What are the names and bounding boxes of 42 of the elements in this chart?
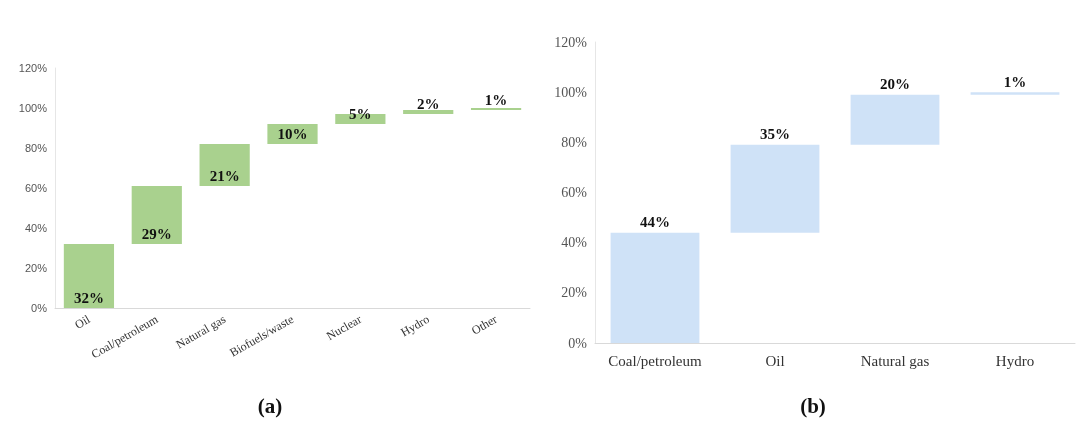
- y-tick-label: 120%: [554, 34, 588, 50]
- data-label: 29%: [141, 225, 172, 242]
- data-label: 20%: [880, 76, 910, 93]
- y-tick-label: 20%: [24, 262, 48, 274]
- y-tick-label: 100%: [554, 84, 588, 100]
- data-label: 10%: [277, 125, 308, 142]
- x-tick-label: Hydro: [995, 352, 1035, 369]
- y-tick-label: 80%: [24, 142, 48, 154]
- data-label: 1%: [1003, 73, 1027, 90]
- data-label: 1%: [484, 91, 508, 108]
- y-tick-label: 60%: [24, 182, 48, 194]
- x-tick-label: Hydro: [398, 311, 432, 340]
- y-tick-label: 80%: [561, 134, 588, 150]
- bar: [63, 244, 115, 308]
- data-label: 35%: [760, 126, 790, 143]
- y-tick-label: 40%: [561, 235, 588, 251]
- data-label: 5%: [349, 105, 372, 122]
- x-tick-label: Oil: [72, 311, 93, 332]
- x-tick-label: Oil: [765, 352, 785, 369]
- x-tick-label: Other: [468, 311, 500, 338]
- y-tick-label: 0%: [31, 302, 48, 314]
- bar: [131, 186, 182, 244]
- data-label: 44%: [640, 214, 670, 231]
- bar: [970, 92, 1060, 95]
- data-label: 32%: [73, 289, 104, 306]
- y-tick-label: 40%: [24, 222, 48, 234]
- bar: [610, 232, 700, 343]
- data-label: 2%: [416, 95, 440, 112]
- y-tick-label: 20%: [561, 285, 588, 301]
- text: (a): [257, 393, 283, 418]
- y-tick-label: 0%: [568, 335, 588, 351]
- bar: [199, 144, 250, 186]
- x-tick-label: Coal/petroleum: [608, 352, 702, 369]
- x-tick-label: Natural gas: [860, 352, 930, 369]
- text: (b): [800, 393, 826, 418]
- bar: [850, 94, 940, 145]
- bar: [730, 144, 820, 233]
- y-tick-label: 60%: [561, 185, 588, 200]
- y-tick-label: 100%: [18, 102, 48, 114]
- bar: [403, 110, 454, 114]
- y-tick-label: 120%: [18, 62, 48, 74]
- data-label: 21%: [209, 167, 240, 184]
